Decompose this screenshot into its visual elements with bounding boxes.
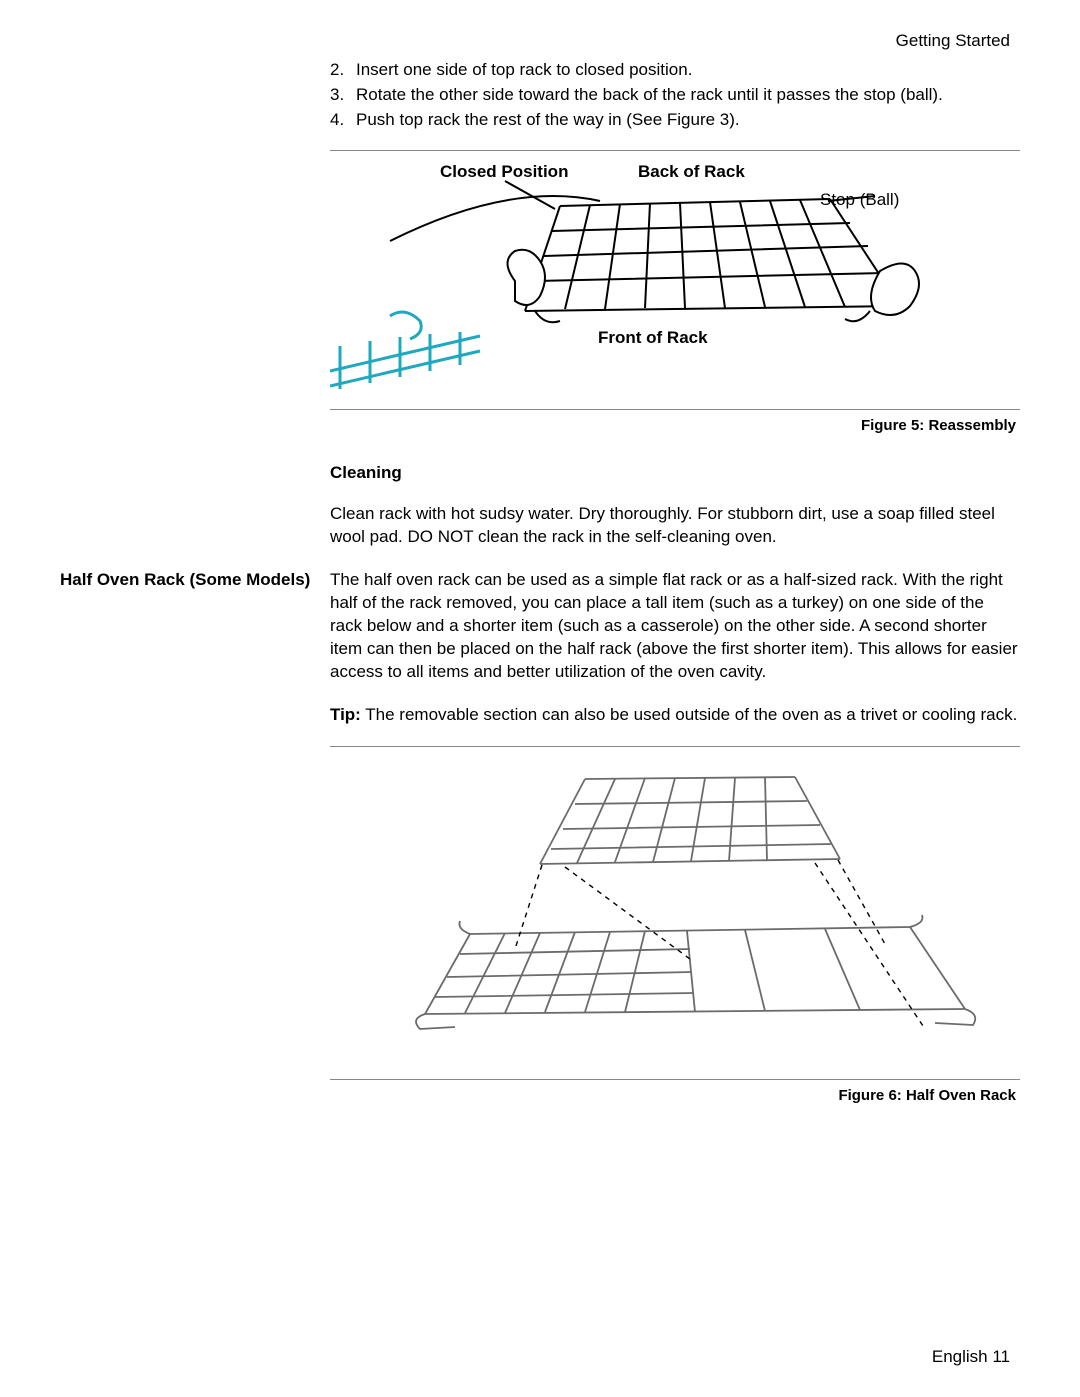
step-item: 4. Push top rack the rest of the way in …	[330, 109, 1020, 132]
figure-5-container: Closed Position Back of Rack Stop (Ball)…	[330, 150, 1020, 410]
step-text: Rotate the other side toward the back of…	[356, 84, 1020, 107]
instruction-steps: 2. Insert one side of top rack to closed…	[330, 59, 1020, 132]
figure-5-illustration	[330, 161, 950, 401]
step-item: 3. Rotate the other side toward the back…	[330, 84, 1020, 107]
half-rack-side-heading: Half Oven Rack (Some Models)	[60, 569, 320, 592]
step-text: Push top rack the rest of the way in (Se…	[356, 109, 1020, 132]
step-number: 2.	[330, 59, 356, 82]
page-footer: English 11	[932, 1346, 1010, 1369]
cleaning-body: Clean rack with hot sudsy water. Dry tho…	[330, 503, 1020, 549]
step-text: Insert one side of top rack to closed po…	[356, 59, 1020, 82]
half-rack-body: The half oven rack can be used as a simp…	[330, 569, 1020, 684]
figure-6-illustration	[365, 759, 985, 1069]
step-item: 2. Insert one side of top rack to closed…	[330, 59, 1020, 82]
tip-label: Tip:	[330, 705, 361, 724]
cleaning-heading: Cleaning	[330, 462, 1020, 485]
step-number: 4.	[330, 109, 356, 132]
figure-5-caption: Figure 5: Reassembly	[330, 416, 1016, 436]
tip-body: The removable section can also be used o…	[361, 705, 1017, 724]
figure-6-container	[330, 746, 1020, 1080]
figure-6-caption: Figure 6: Half Oven Rack	[330, 1086, 1016, 1106]
section-header: Getting Started	[60, 30, 1010, 53]
step-number: 3.	[330, 84, 356, 107]
half-rack-tip: Tip: The removable section can also be u…	[330, 704, 1020, 727]
